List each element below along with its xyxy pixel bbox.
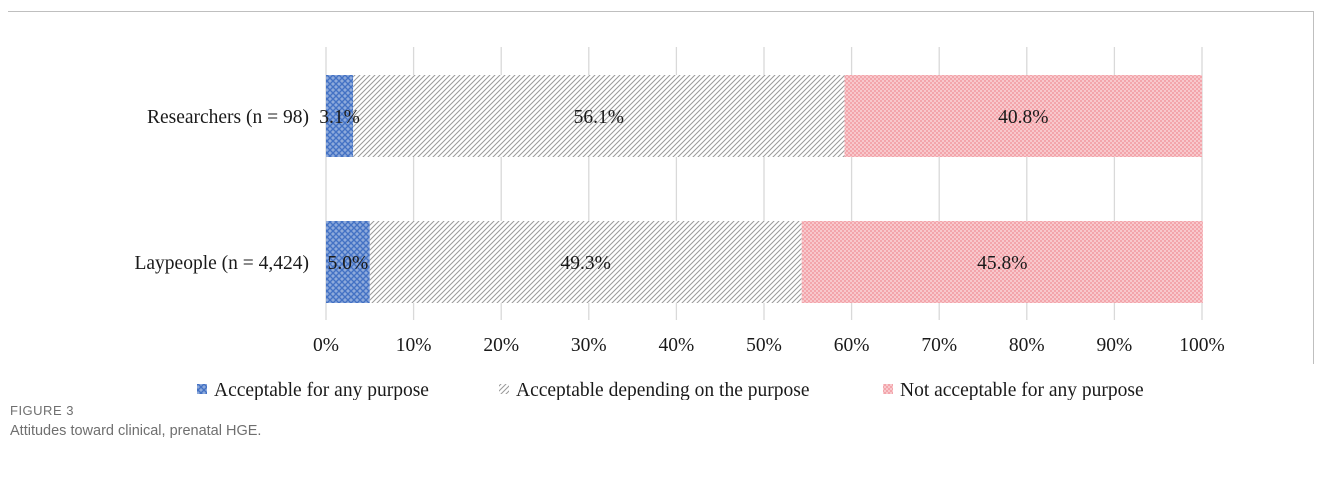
- bar-not-acceptable: [844, 75, 1202, 157]
- category-labels: Researchers (n = 98) Laypeople (n = 4,424…: [134, 107, 309, 274]
- chart-frame: [8, 11, 1314, 364]
- x-tick-labels: 0% 10% 20% 30% 40% 50% 60% 70% 80% 90% 100%: [313, 335, 1225, 356]
- legend-swatch-acceptable-depending: [499, 384, 509, 394]
- x-tick-label: 0%: [313, 335, 339, 356]
- x-tick-label: 50%: [746, 335, 782, 356]
- figure-label: FIGURE 3: [10, 403, 74, 418]
- legend-swatch-acceptable-any: [197, 384, 207, 394]
- legend: Acceptable for any purpose Acceptable dep…: [197, 380, 1144, 400]
- legend-swatch-not-acceptable: [883, 384, 893, 394]
- data-label: 3.1%: [319, 107, 360, 128]
- legend-label-acceptable-any: Acceptable for any purpose: [214, 380, 429, 400]
- x-tick-label: 60%: [834, 335, 870, 356]
- x-tick-label: 70%: [921, 335, 957, 356]
- x-tick-label: 30%: [571, 335, 607, 356]
- data-label: 45.8%: [977, 253, 1027, 274]
- category-label: Researchers (n = 98): [147, 107, 309, 128]
- x-tick-label: 20%: [483, 335, 519, 356]
- data-label: 56.1%: [574, 107, 624, 128]
- bars: [326, 75, 1203, 303]
- bar-acceptable-depending: [369, 221, 802, 303]
- data-label: 40.8%: [998, 107, 1048, 128]
- bar-acceptable-any: [326, 75, 354, 157]
- x-tick-label: 40%: [659, 335, 695, 356]
- x-tick-label: 10%: [396, 335, 432, 356]
- x-tick-label: 100%: [1179, 335, 1225, 356]
- bar-acceptable-any: [326, 221, 370, 303]
- data-label: 5.0%: [328, 253, 369, 274]
- category-label: Laypeople (n = 4,424): [134, 253, 309, 274]
- bar-not-acceptable: [801, 221, 1203, 303]
- data-label: 49.3%: [561, 253, 611, 274]
- data-labels: 3.1% 56.1% 40.8% 5.0% 49.3% 45.8%: [319, 107, 1048, 274]
- bar-acceptable-depending: [353, 75, 845, 157]
- legend-label-acceptable-depending: Acceptable depending on the purpose: [516, 380, 809, 400]
- x-tick-label: 80%: [1009, 335, 1045, 356]
- figure-caption: FIGURE 3 Attitudes toward clinical, pren…: [10, 401, 261, 442]
- x-tick-label: 90%: [1097, 335, 1133, 356]
- legend-label-not-acceptable: Not acceptable for any purpose: [900, 380, 1144, 400]
- figure-caption-text: Attitudes toward clinical, prenatal HGE.: [10, 423, 262, 439]
- stacked-bar-chart: Researchers (n = 98) Laypeople (n = 4,424…: [134, 47, 1225, 400]
